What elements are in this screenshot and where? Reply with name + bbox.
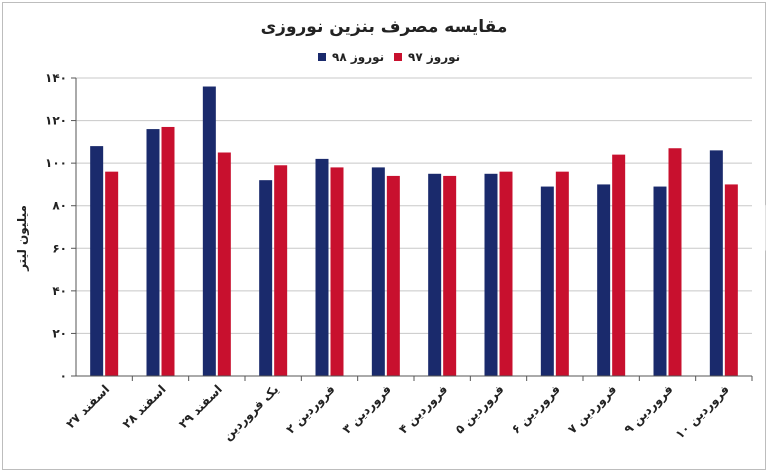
bar-series2	[443, 175, 457, 376]
bar-series2	[724, 184, 738, 376]
bar-series2	[330, 167, 344, 376]
bar-series1	[709, 150, 723, 376]
x-tick-label: ۷ فروردین	[565, 382, 620, 437]
y-tick-label: ۱۴۰	[45, 71, 67, 85]
y-tick-label: ۸۰	[52, 199, 67, 213]
y-tick-label: ۰	[60, 369, 67, 383]
bar-series1	[540, 186, 554, 376]
bar-series2	[217, 152, 231, 376]
x-tick-label: ۳ فروردین	[340, 382, 395, 437]
x-tick-label: ۴ فروردین	[396, 382, 451, 437]
bar-series1	[653, 186, 667, 376]
bar-series1	[315, 158, 329, 376]
bar-series2	[386, 175, 400, 376]
legend-label-2: نوروز ۹۷	[408, 50, 460, 65]
bar-series1	[371, 167, 385, 376]
x-tick-label: ۲۹ اسفند	[176, 382, 225, 431]
x-tick-label: ۲۸ اسفند	[120, 382, 169, 431]
bar-series2	[161, 126, 175, 376]
bar-series2	[499, 171, 513, 376]
bar-series1	[428, 173, 442, 376]
x-tick-label: ۱۰ فروردین	[673, 382, 733, 442]
bar-series1	[597, 184, 611, 376]
legend-swatch-2	[394, 53, 402, 61]
bar-series2	[668, 148, 682, 376]
bar-series1	[202, 86, 216, 376]
y-tick-label: ۴۰	[52, 284, 67, 298]
y-axis-label: میلیون لیتر	[15, 205, 30, 272]
bar-series2	[274, 165, 288, 376]
bar-series1	[259, 180, 273, 376]
x-tick-label: ۹ فروردین	[621, 382, 676, 437]
x-tick-label: ۲۷ اسفند	[63, 382, 112, 431]
bar-series1	[484, 173, 498, 376]
y-tick-label: ۲۰	[52, 326, 67, 340]
legend: نوروز ۹۸ نوروز ۹۷	[318, 50, 460, 65]
legend-swatch-1	[318, 53, 326, 61]
bar-series2	[555, 171, 569, 376]
bar-series1	[146, 129, 160, 376]
x-tick-label: ۶ فروردین	[509, 382, 564, 437]
chart-title: مقایسه مصرف بنزین نوروزی	[261, 17, 508, 37]
y-tick-label: ۶۰	[52, 241, 67, 255]
bar-series2	[612, 154, 626, 376]
x-tick-label: یک فروردین	[220, 382, 282, 444]
grid	[76, 77, 752, 377]
x-tick-label: ۲ فروردین	[283, 382, 338, 437]
bar-series1	[90, 146, 104, 376]
bar-series2	[105, 171, 119, 376]
legend-label-1: نوروز ۹۸	[332, 50, 384, 65]
y-tick-label: ۱۲۰	[45, 114, 67, 128]
y-tick-label: ۱۰۰	[45, 156, 67, 170]
x-tick-label: ۵ فروردین	[452, 382, 507, 437]
bars	[90, 86, 738, 376]
